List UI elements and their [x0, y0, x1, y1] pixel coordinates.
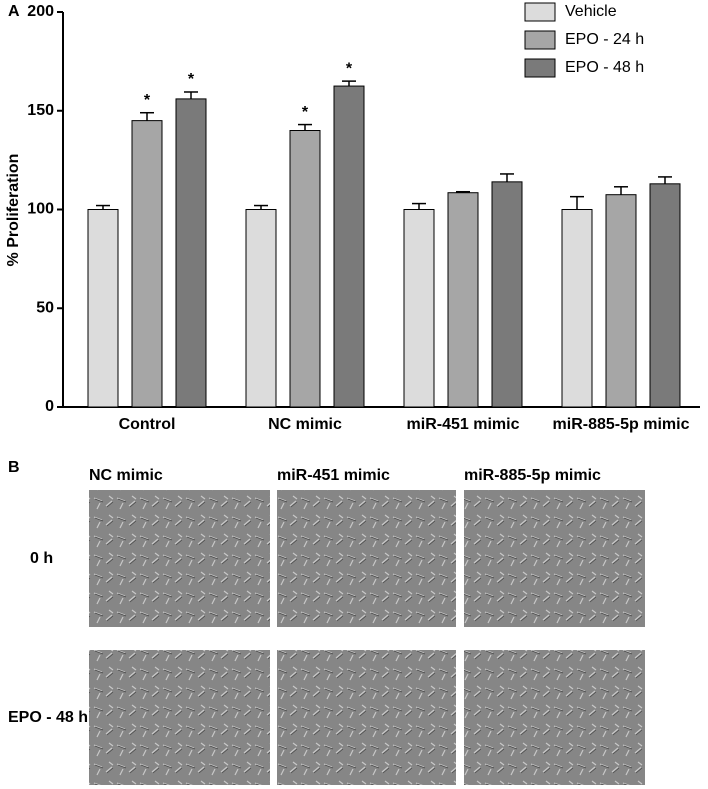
x-tick-label: NC mimic: [268, 416, 342, 433]
micrograph: [464, 490, 645, 627]
bar: [491, 181, 523, 408]
panel-label: B: [8, 459, 20, 476]
legend-swatch: [524, 2, 556, 22]
significance-marker: *: [346, 60, 353, 77]
x-tick-label: miR-885-5p mimic: [553, 416, 690, 433]
bar: [131, 120, 163, 408]
significance-marker: *: [188, 71, 195, 88]
micrograph: [89, 490, 270, 627]
y-axis-label: % Proliferation: [5, 154, 22, 267]
x-tick-label: miR-451 mimic: [407, 416, 520, 433]
panel-label: A: [8, 3, 20, 20]
micrograph: [89, 650, 270, 785]
significance-marker: *: [144, 92, 151, 109]
bar: [175, 98, 207, 408]
bar: [245, 209, 277, 408]
bar: [649, 183, 681, 408]
y-tick-label: 100: [27, 201, 54, 218]
column-header: miR-451 mimic: [277, 467, 390, 484]
column-header: miR-885-5p mimic: [464, 467, 601, 484]
column-header: NC mimic: [89, 467, 163, 484]
bar: [447, 192, 479, 408]
legend-label: EPO - 48 h: [565, 59, 644, 76]
bar: [333, 85, 365, 408]
y-tick-label: 200: [27, 3, 54, 20]
significance-marker: *: [302, 104, 309, 121]
y-tick-label: 150: [27, 102, 54, 119]
bar: [289, 130, 321, 408]
x-tick-label: Control: [119, 416, 176, 433]
micrographs: [89, 490, 645, 785]
bar: [605, 194, 637, 408]
legend-label: EPO - 24 h: [565, 31, 644, 48]
y-tick-label: 50: [36, 299, 54, 316]
bar: [87, 209, 119, 408]
micrograph: [464, 650, 645, 785]
row-label: EPO - 48 h: [8, 709, 88, 726]
legend-label: Vehicle: [565, 3, 617, 20]
y-tick-label: 0: [45, 398, 54, 415]
bar: [561, 209, 593, 408]
row-label: 0 h: [30, 550, 53, 567]
micrograph: [277, 650, 456, 785]
bar: [403, 209, 435, 408]
legend-swatch: [524, 30, 556, 50]
micrograph: [277, 490, 456, 627]
legend-swatch: [524, 58, 556, 78]
